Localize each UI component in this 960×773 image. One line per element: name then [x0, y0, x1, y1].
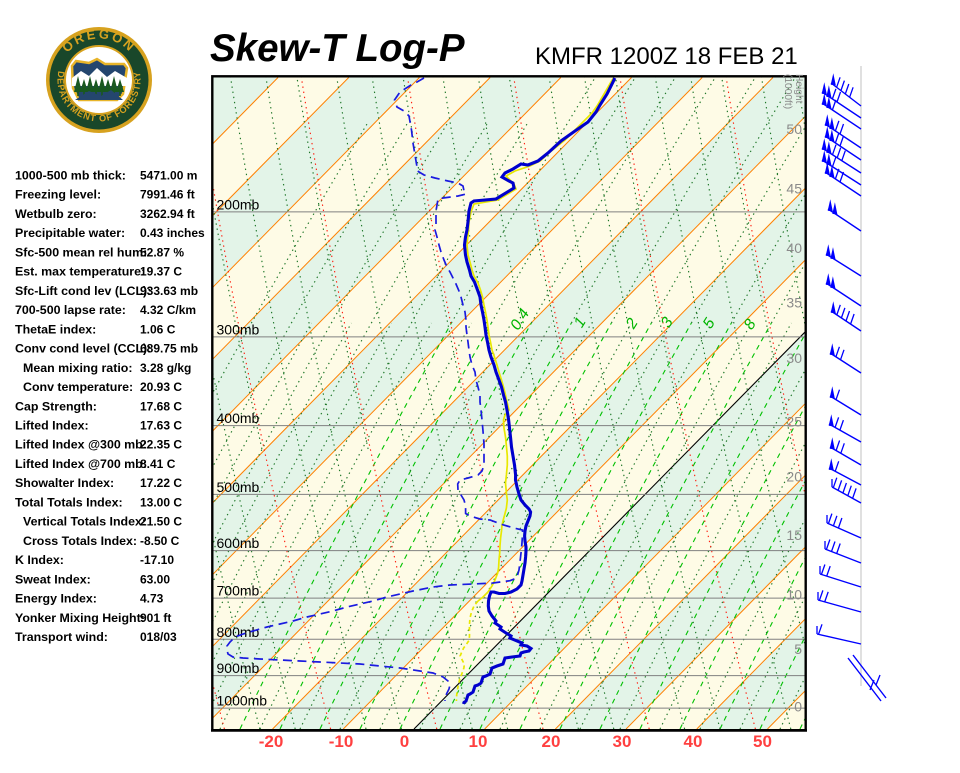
- svg-text:Conv cond level (CCL):: Conv cond level (CCL):: [15, 342, 151, 356]
- svg-text:Lifted Index:: Lifted Index:: [15, 419, 89, 433]
- svg-text:17.63 C: 17.63 C: [140, 419, 182, 433]
- svg-text:35: 35: [786, 295, 802, 311]
- svg-text:20: 20: [786, 469, 802, 485]
- svg-text:700mb: 700mb: [217, 583, 260, 599]
- svg-text:K Index:: K Index:: [15, 553, 64, 567]
- svg-text:17.22 C: 17.22 C: [140, 476, 182, 490]
- svg-text:-20: -20: [259, 732, 284, 751]
- svg-text:Est. max temperature:: Est. max temperature:: [15, 265, 145, 279]
- svg-text:63.00: 63.00: [140, 572, 170, 586]
- svg-text:3262.94 ft: 3262.94 ft: [140, 207, 195, 221]
- svg-text:52.87 %: 52.87 %: [140, 245, 184, 259]
- svg-text:Wetbulb zero:: Wetbulb zero:: [15, 207, 97, 221]
- svg-text:Vertical Totals Index:: Vertical Totals Index:: [23, 515, 146, 529]
- svg-text:Sweat Index:: Sweat Index:: [15, 572, 91, 586]
- svg-text:40: 40: [786, 240, 802, 256]
- svg-text:400mb: 400mb: [217, 410, 260, 426]
- svg-text:900mb: 900mb: [217, 660, 260, 676]
- svg-text:933.63 mb: 933.63 mb: [140, 284, 198, 298]
- svg-text:5471.00 m: 5471.00 m: [140, 169, 197, 183]
- svg-text:Lifted Index @700 mb:: Lifted Index @700 mb:: [15, 457, 147, 471]
- svg-text:Yonker Mixing Height:: Yonker Mixing Height:: [15, 611, 145, 625]
- svg-text:1000mb: 1000mb: [217, 693, 268, 709]
- svg-text:Precipitable water:: Precipitable water:: [15, 226, 125, 240]
- svg-text:KMFR 1200Z 18 FEB 21: KMFR 1200Z 18 FEB 21: [535, 43, 798, 70]
- svg-text:0.43 inches: 0.43 inches: [140, 226, 205, 240]
- svg-text:300mb: 300mb: [217, 321, 260, 337]
- svg-text:7991.46 ft: 7991.46 ft: [140, 188, 195, 202]
- svg-text:1.06 C: 1.06 C: [140, 322, 176, 336]
- svg-text:Conv temperature:: Conv temperature:: [23, 380, 133, 394]
- svg-text:Skew-T Log-P: Skew-T Log-P: [210, 27, 465, 70]
- svg-text:13.00 C: 13.00 C: [140, 495, 182, 509]
- svg-text:20.93 C: 20.93 C: [140, 380, 182, 394]
- svg-text:50: 50: [786, 121, 802, 137]
- svg-text:8.41 C: 8.41 C: [140, 457, 176, 471]
- svg-text:901 ft: 901 ft: [140, 611, 171, 625]
- svg-text:(1000ft): (1000ft): [782, 74, 793, 109]
- svg-text:600mb: 600mb: [217, 535, 260, 551]
- svg-text:30: 30: [613, 732, 632, 751]
- svg-text:4.32 C/km: 4.32 C/km: [140, 303, 196, 317]
- svg-text:5: 5: [794, 641, 802, 657]
- svg-text:50: 50: [753, 732, 772, 751]
- svg-text:40: 40: [684, 732, 703, 751]
- svg-text:700-500 lapse rate:: 700-500 lapse rate:: [15, 303, 126, 317]
- svg-text:4.73: 4.73: [140, 592, 164, 606]
- svg-text:-17.10: -17.10: [140, 553, 174, 567]
- svg-text:Transport wind:: Transport wind:: [15, 630, 108, 644]
- svg-text:ThetaE index:: ThetaE index:: [15, 322, 96, 336]
- svg-text:200mb: 200mb: [217, 196, 260, 212]
- svg-text:Cross Totals Index:: Cross Totals Index:: [23, 534, 137, 548]
- svg-text:10: 10: [469, 732, 488, 751]
- svg-text:Showalter Index:: Showalter Index:: [15, 476, 114, 490]
- svg-text:Cap Strength:: Cap Strength:: [15, 399, 97, 413]
- svg-text:20: 20: [542, 732, 561, 751]
- svg-text:19.37 C: 19.37 C: [140, 265, 182, 279]
- svg-text:22.35 C: 22.35 C: [140, 438, 182, 452]
- svg-text:1000-500 mb thick:: 1000-500 mb thick:: [15, 169, 126, 183]
- svg-text:25: 25: [786, 413, 802, 429]
- svg-text:018/03: 018/03: [140, 630, 177, 644]
- svg-text:Energy Index:: Energy Index:: [15, 592, 97, 606]
- svg-text:-10: -10: [329, 732, 354, 751]
- svg-text:Height: Height: [793, 74, 804, 104]
- svg-text:3.28 g/kg: 3.28 g/kg: [140, 361, 191, 375]
- svg-text:0: 0: [400, 732, 409, 751]
- svg-text:45: 45: [786, 181, 802, 197]
- svg-text:17.68 C: 17.68 C: [140, 399, 182, 413]
- svg-text:Total Totals Index:: Total Totals Index:: [15, 495, 123, 509]
- svg-text:0: 0: [794, 699, 802, 715]
- svg-text:Mean mixing ratio:: Mean mixing ratio:: [23, 361, 132, 375]
- svg-text:15: 15: [786, 527, 802, 543]
- svg-text:500mb: 500mb: [217, 479, 260, 495]
- svg-text:Lifted Index @300 mb:: Lifted Index @300 mb:: [15, 438, 147, 452]
- svg-text:30: 30: [786, 350, 802, 366]
- svg-text:Freezing level:: Freezing level:: [15, 188, 101, 202]
- svg-text:Sfc-500 mean rel hum:: Sfc-500 mean rel hum:: [15, 245, 147, 259]
- svg-text:-8.50 C: -8.50 C: [140, 534, 180, 548]
- svg-text:10: 10: [786, 587, 802, 603]
- svg-text:Sfc-Lift cond lev (LCL):: Sfc-Lift cond lev (LCL):: [15, 284, 151, 298]
- svg-text:689.75 mb: 689.75 mb: [140, 342, 198, 356]
- svg-text:21.50 C: 21.50 C: [140, 515, 182, 529]
